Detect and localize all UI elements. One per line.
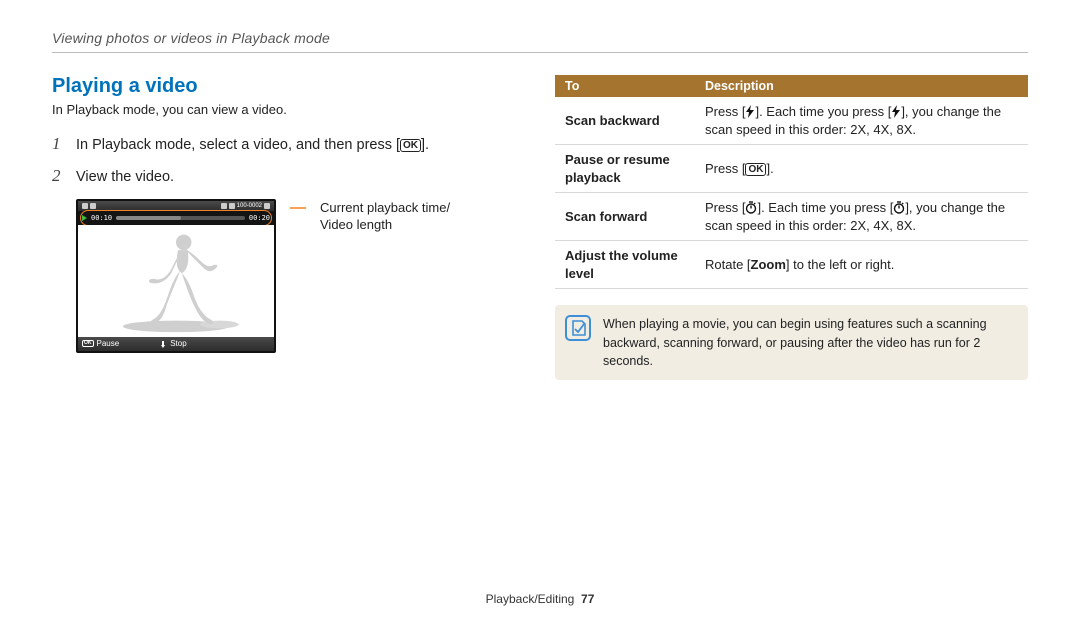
footer-section: Playback/Editing: [486, 592, 575, 606]
step-text: In Playback mode, select a video, and th…: [76, 135, 429, 157]
stop-label: Stop: [170, 339, 186, 348]
ok-icon: OK: [745, 163, 766, 176]
row-to: Scan forward: [555, 193, 695, 241]
lcd-top-status-bar: 100-0002: [78, 201, 274, 211]
table-row: Scan backward Press []. Each time you pr…: [555, 97, 1028, 145]
stop-icon: [159, 340, 167, 348]
note-text: When playing a movie, you can begin usin…: [603, 315, 1016, 369]
table-header-desc: Description: [695, 75, 1028, 97]
timer-icon: [893, 201, 905, 214]
video-content-area: [78, 225, 274, 337]
time-total: 00:20: [249, 214, 270, 222]
callout-connector: [290, 199, 306, 353]
row-desc: Press []. Each time you press [], you ch…: [695, 193, 1028, 241]
play-icon: [82, 215, 87, 221]
row-desc: Rotate [Zoom] to the left or right.: [695, 241, 1028, 289]
step-1: 1 In Playback mode, select a video, and …: [52, 131, 525, 157]
lcd-time-bar: 00:10 00:20: [78, 211, 274, 225]
row-to: Adjust the volume level: [555, 241, 695, 289]
step-2: 2 View the video.: [52, 163, 525, 189]
flash-icon: [891, 105, 901, 118]
footer-page: 77: [581, 592, 594, 606]
page-footer: Playback/Editing 77: [0, 592, 1080, 606]
step-text: View the video.: [76, 167, 174, 189]
intro-text: In Playback mode, you can view a video.: [52, 102, 525, 117]
row-to: Scan backward: [555, 97, 695, 145]
breadcrumb: Viewing photos or videos in Playback mod…: [52, 30, 1028, 46]
step-number: 1: [52, 131, 66, 157]
progress-fill: [116, 216, 180, 220]
right-column: To Description Scan backward Press []. E…: [555, 75, 1028, 380]
zoom-label: Zoom: [751, 257, 786, 272]
controls-table: To Description Scan backward Press []. E…: [555, 75, 1028, 289]
section-title: Playing a video: [52, 75, 525, 98]
video-lcd-preview: 100-0002 00:10 00:20: [76, 199, 276, 353]
callout-label: Current playback time/ Video length: [320, 199, 450, 353]
progress-track: [116, 216, 245, 220]
note-box: When playing a movie, you can begin usin…: [555, 305, 1028, 379]
table-row: Scan forward Press []. Each time you pre…: [555, 193, 1028, 241]
lcd-bottom-bar: OK Pause Stop: [78, 337, 274, 351]
row-to: Pause or resume playback: [555, 145, 695, 193]
left-column: Playing a video In Playback mode, you ca…: [52, 75, 525, 380]
flash-icon: [745, 105, 755, 118]
timer-icon: [745, 201, 757, 214]
pause-label: Pause: [97, 339, 120, 348]
ok-icon: OK: [400, 139, 421, 152]
ok-pill-icon: OK: [82, 340, 94, 347]
dancer-silhouette: [78, 225, 274, 337]
row-desc: Press []. Each time you press [], you ch…: [695, 97, 1028, 145]
table-header-to: To: [555, 75, 695, 97]
table-row: Adjust the volume level Rotate [Zoom] to…: [555, 241, 1028, 289]
divider: [52, 52, 1028, 53]
step-number: 2: [52, 163, 66, 189]
time-current: 00:10: [91, 214, 112, 222]
table-row: Pause or resume playback Press [OK].: [555, 145, 1028, 193]
row-desc: Press [OK].: [695, 145, 1028, 193]
note-icon: [565, 315, 591, 341]
